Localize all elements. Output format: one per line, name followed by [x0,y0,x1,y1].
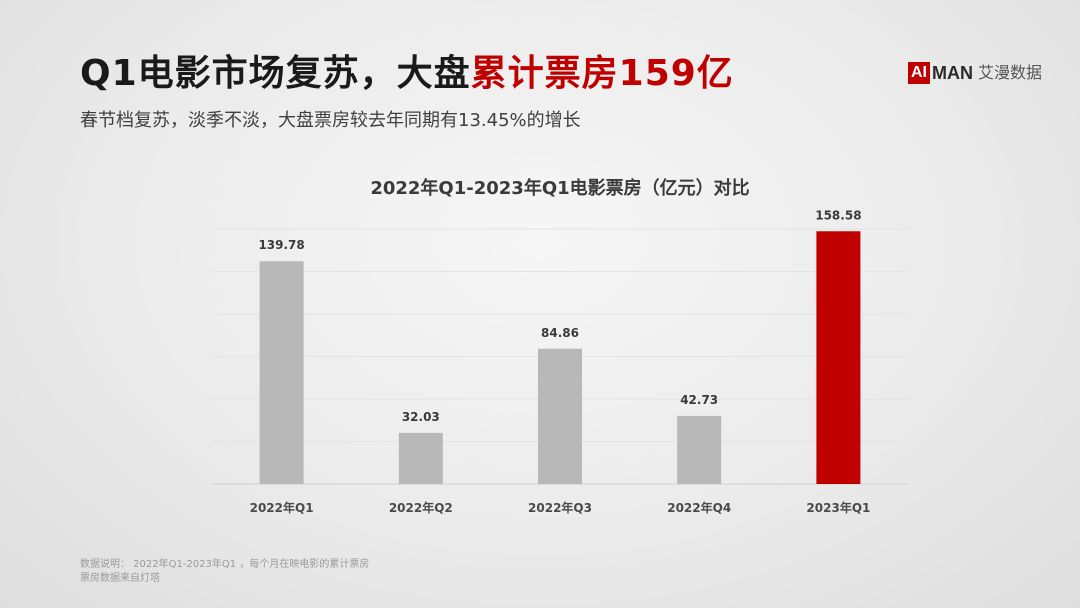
data-label-1: 139.78 [258,238,304,252]
brand-logo: AI MAN 艾漫数据 [907,62,1042,84]
data-label-4: 42.73 [680,393,718,407]
headline-main: Q1电影市场复苏，大盘 [80,53,471,94]
x-tick-label-3: 2022年Q3 [528,500,592,515]
x-tick-label-1: 2022年Q1 [250,500,314,515]
subtitle: 春节档复苏，淡季不淡，大盘票房较去年同期有13.45%的增长 [80,110,581,131]
headline: Q1电影市场复苏，大盘累计票房159亿 [80,44,734,96]
data-label-2: 32.03 [402,410,440,424]
footnote-line-1: 数据说明： 2022年Q1-2023年Q1 ，每个月在映电影的累计票房 [80,559,370,570]
brand-ai: AI [907,62,930,84]
headline-accent: 累计票房159亿 [470,53,734,94]
footnote-line-2: 票房数据来自灯塔 [80,573,160,584]
footnote: 数据说明： 2022年Q1-2023年Q1 ，每个月在映电影的累计票房 票房数据… [80,558,369,586]
brand-man: MAN [931,63,973,83]
x-tick-label-4: 2022年Q4 [667,500,731,515]
x-tick-label-5: 2023年Q1 [806,500,870,515]
bar-3 [538,348,582,484]
chart-title: 2022年Q1-2023年Q1电影票房（亿元）对比 [370,178,750,199]
bar-5 [816,231,861,484]
bar-1 [259,261,304,484]
x-tick-label-2: 2022年Q2 [389,500,453,515]
brand-cn: 艾漫数据 [977,63,1042,82]
data-label-5: 158.58 [815,208,861,222]
bar-2 [398,432,443,484]
data-label-3: 84.86 [541,326,579,340]
bar-4 [677,415,722,484]
